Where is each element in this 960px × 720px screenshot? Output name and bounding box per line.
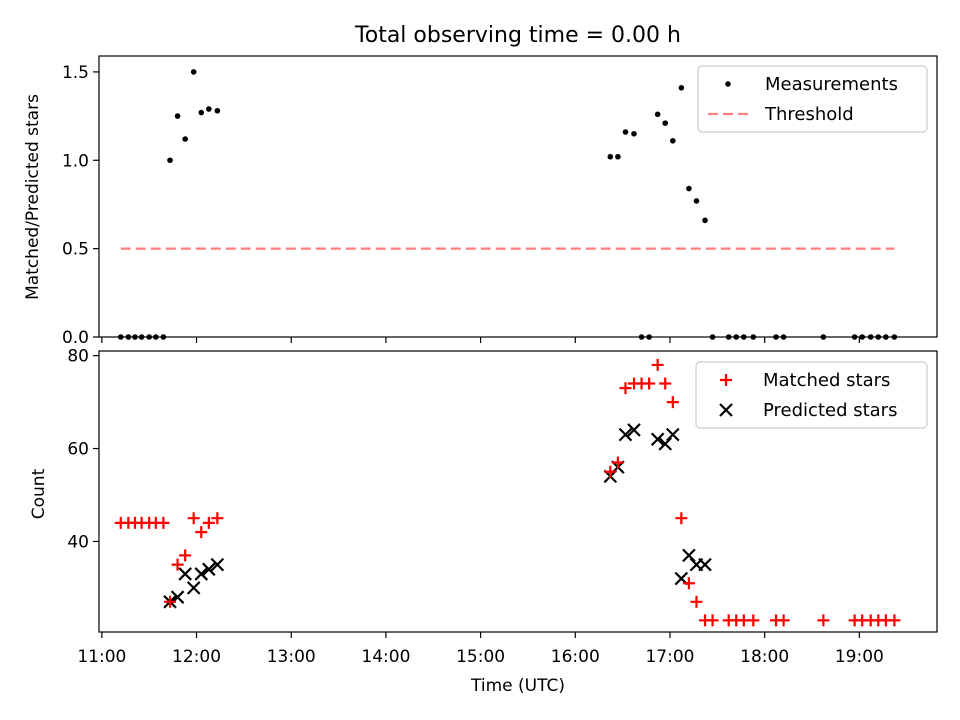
bottom-xtick-label: 19:00 (835, 647, 884, 667)
bottom-xlabel: Time (UTC) (470, 676, 565, 696)
matched-star-point (211, 512, 224, 525)
predicted-star-point (618, 427, 633, 442)
measurement-point (686, 185, 692, 192)
top-ytick-label: 1.5 (62, 63, 89, 83)
bottom-xtick-label: 12:00 (172, 647, 221, 667)
top-axes-frame (98, 55, 938, 338)
predicted-star-point (650, 432, 665, 447)
bottom-ylabel: Count (29, 468, 49, 519)
matched-star-point (666, 396, 679, 409)
measurement-point (702, 217, 708, 224)
bottom-xtick-label: 11:00 (77, 647, 126, 667)
matched-star-point (817, 614, 830, 627)
measurement-point (198, 109, 205, 116)
top-ytick-label: 0.0 (62, 328, 89, 348)
bottom-xtick-label: 16:00 (551, 647, 600, 667)
predicted-star-point (682, 548, 696, 563)
bottom-legend-box (695, 361, 928, 429)
bottom-axes-frame (98, 350, 938, 633)
bottom-xtick-label: 18:00 (740, 647, 789, 667)
legend-measurements-marker (725, 81, 731, 87)
legend-plus-glyph (720, 374, 732, 386)
predicted-stars-points (163, 423, 712, 609)
measurement-point (622, 129, 629, 135)
matched-star-point (171, 558, 184, 571)
predicted-star-point (658, 437, 673, 451)
legend-predicted-label: Predicted stars (763, 400, 897, 421)
bottom-ytick-label: 80 (67, 347, 89, 367)
matched-star-point (179, 549, 192, 562)
matched-star-point (706, 614, 719, 627)
predicted-star-point (178, 567, 192, 581)
measurement-point (214, 107, 221, 114)
matched-star-point (643, 377, 656, 390)
measurement-point (693, 198, 700, 204)
bottom-x-ticks: 11:00 12:00 13:00 14:00 15:00 16:00 17:00 18:00… (77, 632, 884, 667)
measurement-point (615, 153, 621, 160)
measurement-point (662, 120, 669, 126)
bottom-ytick-label: 40 (67, 532, 89, 552)
matched-stars-points (114, 358, 901, 627)
measurement-point (167, 157, 173, 164)
bottom-y-ticks: 40 60 80 (67, 347, 99, 552)
bottom-ytick-label: 60 (67, 440, 89, 460)
matched-star-point (164, 595, 177, 608)
matched-star-point (195, 526, 208, 539)
matched-star-point (651, 358, 664, 371)
measurement-point (607, 153, 614, 160)
matched-star-point (157, 516, 170, 529)
bottom-legend: Matched stars Predicted stars (695, 361, 928, 429)
legend-measurements-label: Measurements (765, 74, 898, 95)
measurement-point (678, 85, 685, 91)
matched-star-point (659, 377, 672, 390)
legend-threshold-label: Threshold (764, 104, 854, 125)
legend-matched-label: Matched stars (763, 370, 890, 391)
matched-star-point (202, 516, 215, 529)
measurement-point (631, 130, 637, 137)
predicted-star-point (186, 581, 201, 595)
measurement-point (670, 138, 676, 144)
legend-predicted-marker (719, 403, 733, 417)
predicted-star-point (194, 567, 209, 581)
top-ylabel: Matched/Predicted stars (23, 94, 43, 300)
legend-matched-marker (720, 374, 732, 386)
measurement-point (174, 113, 181, 119)
measurement-point (190, 69, 197, 75)
matched-star-point (747, 614, 760, 627)
bottom-xtick-label: 17:00 (645, 647, 694, 667)
matched-star-point (675, 512, 688, 525)
measurement-point (206, 106, 212, 112)
matched-star-point (187, 512, 200, 525)
legend-x-glyph (719, 403, 733, 417)
chart-title: Total observing time = 0.00 h (354, 23, 681, 48)
matched-star-point (682, 577, 695, 590)
top-legend-box (697, 65, 928, 133)
top-y-ticks: 0.0 0.5 1.0 1.5 (62, 63, 99, 348)
predicted-star-point (202, 562, 216, 577)
matched-star-point (611, 456, 624, 469)
measurement-points (117, 69, 898, 340)
measurement-point (182, 136, 188, 142)
top-ytick-label: 1.0 (62, 151, 89, 171)
predicted-star-point (666, 427, 680, 442)
measurement-point (654, 111, 661, 118)
predicted-star-point (698, 557, 712, 572)
matched-star-point (619, 382, 632, 395)
bottom-xtick-label: 14:00 (361, 647, 410, 667)
matched-star-point (690, 595, 703, 608)
bottom-xtick-label: 13:00 (267, 647, 316, 667)
matched-star-point (777, 614, 790, 627)
bottom-xtick-label: 15:00 (456, 647, 505, 667)
predicted-star-point (210, 557, 225, 572)
matched-star-point (888, 614, 901, 627)
top-ytick-label: 0.5 (62, 240, 89, 260)
predicted-star-point (627, 423, 641, 437)
matched-star-point (604, 465, 617, 478)
top-panel: Matched/Predicted stars 0.0 0.5 1.0 1.5 Mea… (23, 55, 938, 348)
top-legend: Measurements Threshold (697, 65, 928, 133)
top-x-ticks (101, 337, 860, 343)
